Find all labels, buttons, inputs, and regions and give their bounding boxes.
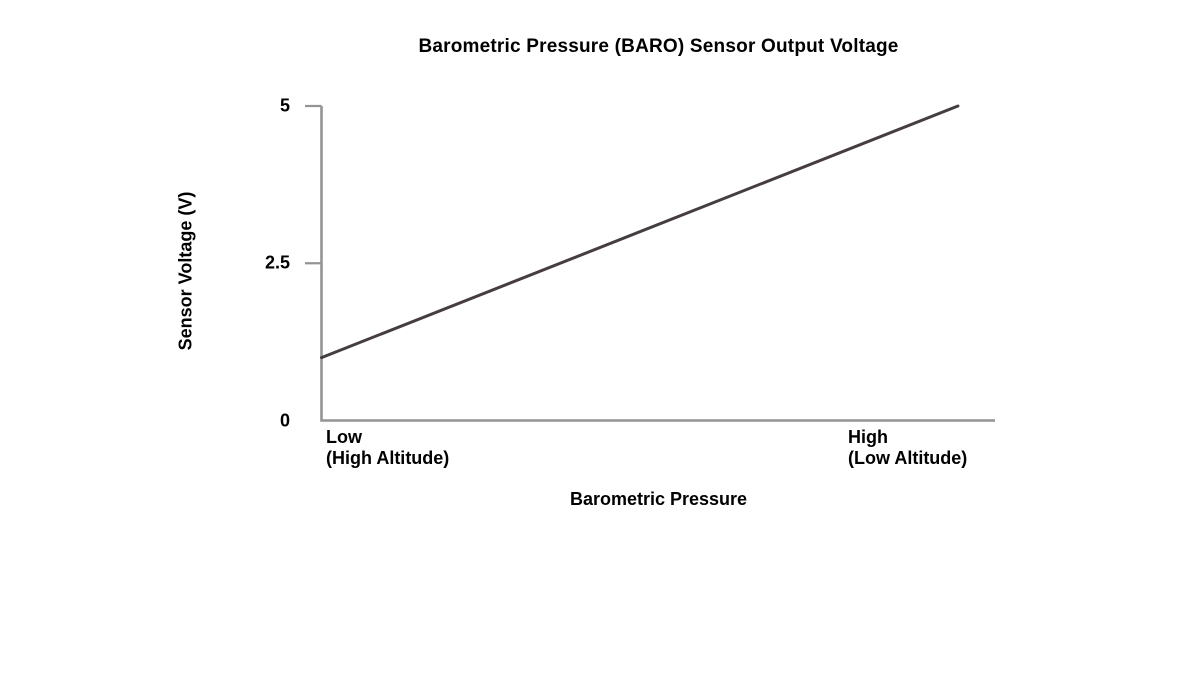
y-tick-label-2-5: 2.5 bbox=[264, 252, 290, 273]
x-axis-label-low-pressure: Low (High Altitude) bbox=[326, 427, 449, 469]
x-axis-label-high-pressure: High (Low Altitude) bbox=[848, 427, 967, 469]
x-axis-label-high-line1: High bbox=[848, 427, 888, 447]
x-axis-title: Barometric Pressure bbox=[569, 489, 748, 509]
x-axis-label-low-line2: (High Altitude) bbox=[326, 448, 450, 468]
y-tick-label-5: 5 bbox=[279, 95, 290, 116]
x-axis-label-high-line2: (Low Altitude) bbox=[848, 448, 968, 468]
y-tick-label-0: 0 bbox=[279, 410, 290, 430]
chart-title: Barometric Pressure (BARO) Sensor Output… bbox=[418, 36, 899, 57]
x-axis-label-low-line1: Low bbox=[326, 427, 362, 447]
